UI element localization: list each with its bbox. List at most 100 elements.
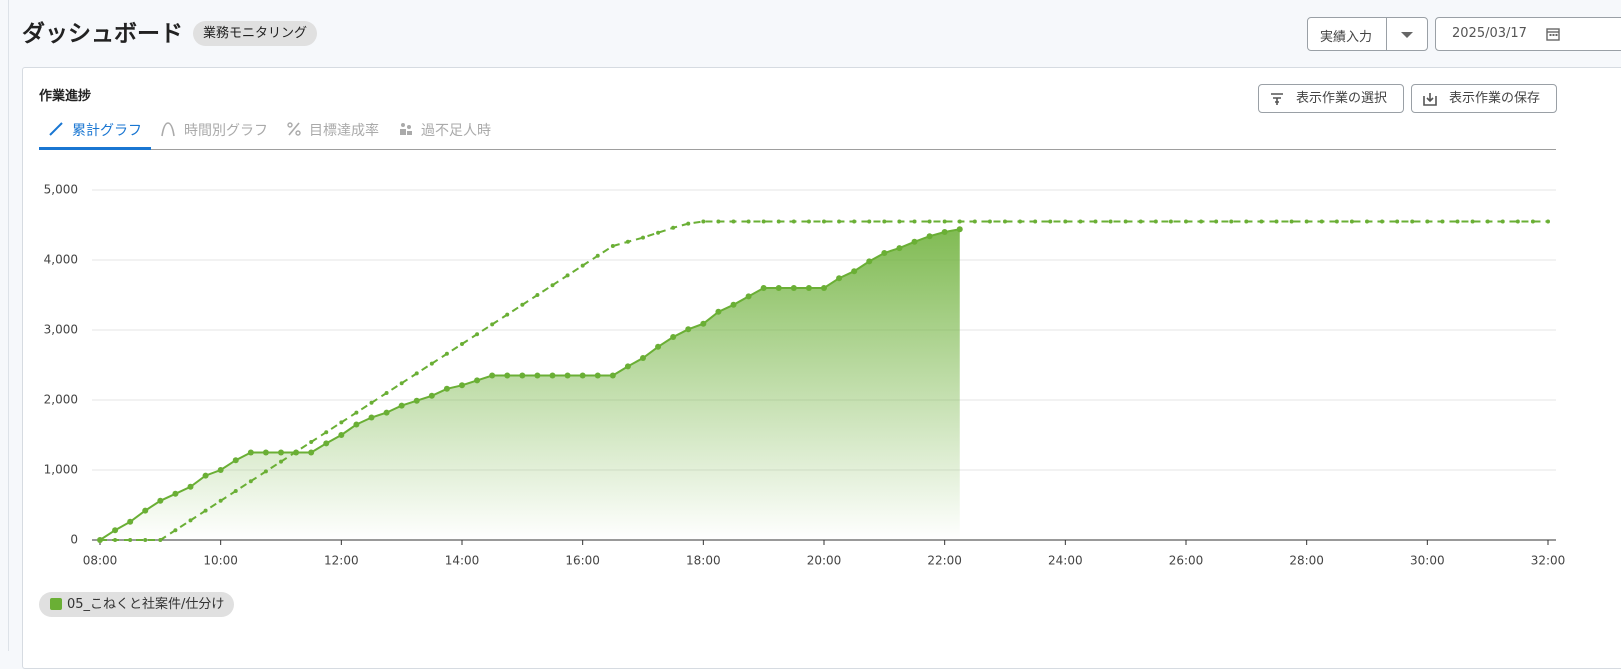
point xyxy=(655,343,662,350)
target-point xyxy=(233,489,238,493)
tab-divider xyxy=(39,149,1556,150)
save-icon xyxy=(1423,93,1437,106)
target-point xyxy=(716,219,721,224)
y-tick-label: 0 xyxy=(70,533,78,547)
page-title: ダッシュボード xyxy=(22,21,183,47)
point xyxy=(247,449,254,456)
date-picker[interactable]: 2025/03/17 xyxy=(1435,17,1621,51)
target-point xyxy=(98,538,102,542)
point xyxy=(896,245,903,252)
target-point xyxy=(822,219,826,224)
save-button[interactable]: 表示作業の保存 xyxy=(1411,84,1557,113)
target-point xyxy=(520,302,525,307)
point xyxy=(187,483,194,490)
select-button[interactable]: 表示作業の選択 xyxy=(1258,84,1404,113)
target-point xyxy=(1515,219,1520,224)
point xyxy=(474,377,481,384)
target-point xyxy=(1184,219,1188,224)
point xyxy=(579,372,586,379)
target-point xyxy=(535,293,540,297)
target-point xyxy=(957,219,962,224)
tab-icon xyxy=(49,122,63,136)
target-point xyxy=(1259,219,1264,224)
point xyxy=(459,382,465,389)
target-point xyxy=(1395,219,1400,224)
point xyxy=(489,372,496,379)
caret xyxy=(1401,32,1413,38)
card-title: 作業進捗 xyxy=(39,89,92,104)
tab[interactable]: 累計グラフ xyxy=(72,123,142,139)
tab-indicator xyxy=(39,147,151,150)
target-point xyxy=(475,332,480,337)
target-point xyxy=(294,449,299,454)
target-point xyxy=(806,219,811,224)
target-point xyxy=(1440,219,1445,224)
point xyxy=(730,301,737,308)
target-point xyxy=(942,219,947,224)
point xyxy=(926,233,933,240)
button-label: 表示作業の保存 xyxy=(1449,91,1541,106)
tab[interactable]: 過不足人時 xyxy=(421,123,491,139)
target-point xyxy=(1380,219,1385,224)
point xyxy=(700,320,707,327)
x-tick-label: 18:00 xyxy=(686,554,721,568)
point xyxy=(564,372,571,379)
target-point xyxy=(414,371,419,376)
target-point xyxy=(1123,219,1128,224)
target-point xyxy=(1063,219,1068,224)
area xyxy=(100,229,960,540)
point xyxy=(217,467,224,473)
target-point xyxy=(761,219,766,224)
target-point xyxy=(248,479,253,484)
point xyxy=(519,372,526,379)
date-text: 2025/03/17 xyxy=(1452,26,1527,41)
point xyxy=(398,402,405,409)
badge: 業務モニタリング xyxy=(193,21,318,46)
target-point xyxy=(128,538,133,542)
y-tick-label: 5,000 xyxy=(44,183,78,197)
divider xyxy=(1386,18,1387,50)
target-point xyxy=(1168,219,1173,224)
y-tick-label: 1,000 xyxy=(44,463,78,477)
mode-dropdown[interactable]: 実績入力 xyxy=(1307,17,1428,51)
target-point xyxy=(263,469,268,474)
tab[interactable]: 目標達成率 xyxy=(309,123,379,139)
target-point xyxy=(987,219,992,224)
point xyxy=(775,285,782,291)
target-point xyxy=(1003,219,1007,224)
point xyxy=(911,238,918,245)
point xyxy=(338,432,345,438)
target-point xyxy=(656,230,661,235)
target-point xyxy=(324,430,329,435)
point xyxy=(790,285,797,291)
target-point xyxy=(1138,219,1143,224)
x-tick-label: 30:00 xyxy=(1410,554,1445,568)
legend-item[interactable]: 05_こねくと社案件/仕分け xyxy=(39,592,235,617)
target-point xyxy=(1546,219,1550,224)
point xyxy=(142,507,149,514)
point xyxy=(112,527,119,534)
target-point xyxy=(505,312,510,317)
target-point xyxy=(203,508,208,513)
target-point xyxy=(580,263,585,268)
target-point xyxy=(852,219,857,224)
point xyxy=(323,440,330,447)
point xyxy=(640,355,646,361)
target-point xyxy=(218,498,223,503)
x-tick-label: 20:00 xyxy=(807,554,842,568)
target-point xyxy=(565,273,570,278)
x-tick-label: 16:00 xyxy=(565,554,600,568)
point xyxy=(413,397,420,404)
x-tick-label: 08:00 xyxy=(83,554,118,568)
target-point xyxy=(867,219,872,224)
point xyxy=(278,449,284,456)
target-point xyxy=(399,381,404,386)
point xyxy=(836,275,843,282)
x-tick-label: 22:00 xyxy=(927,554,962,568)
point xyxy=(745,293,752,300)
target-point xyxy=(912,219,917,224)
tab[interactable]: 時間別グラフ xyxy=(184,123,268,139)
target-point xyxy=(279,459,283,464)
target-point xyxy=(625,239,630,244)
point xyxy=(232,457,239,464)
